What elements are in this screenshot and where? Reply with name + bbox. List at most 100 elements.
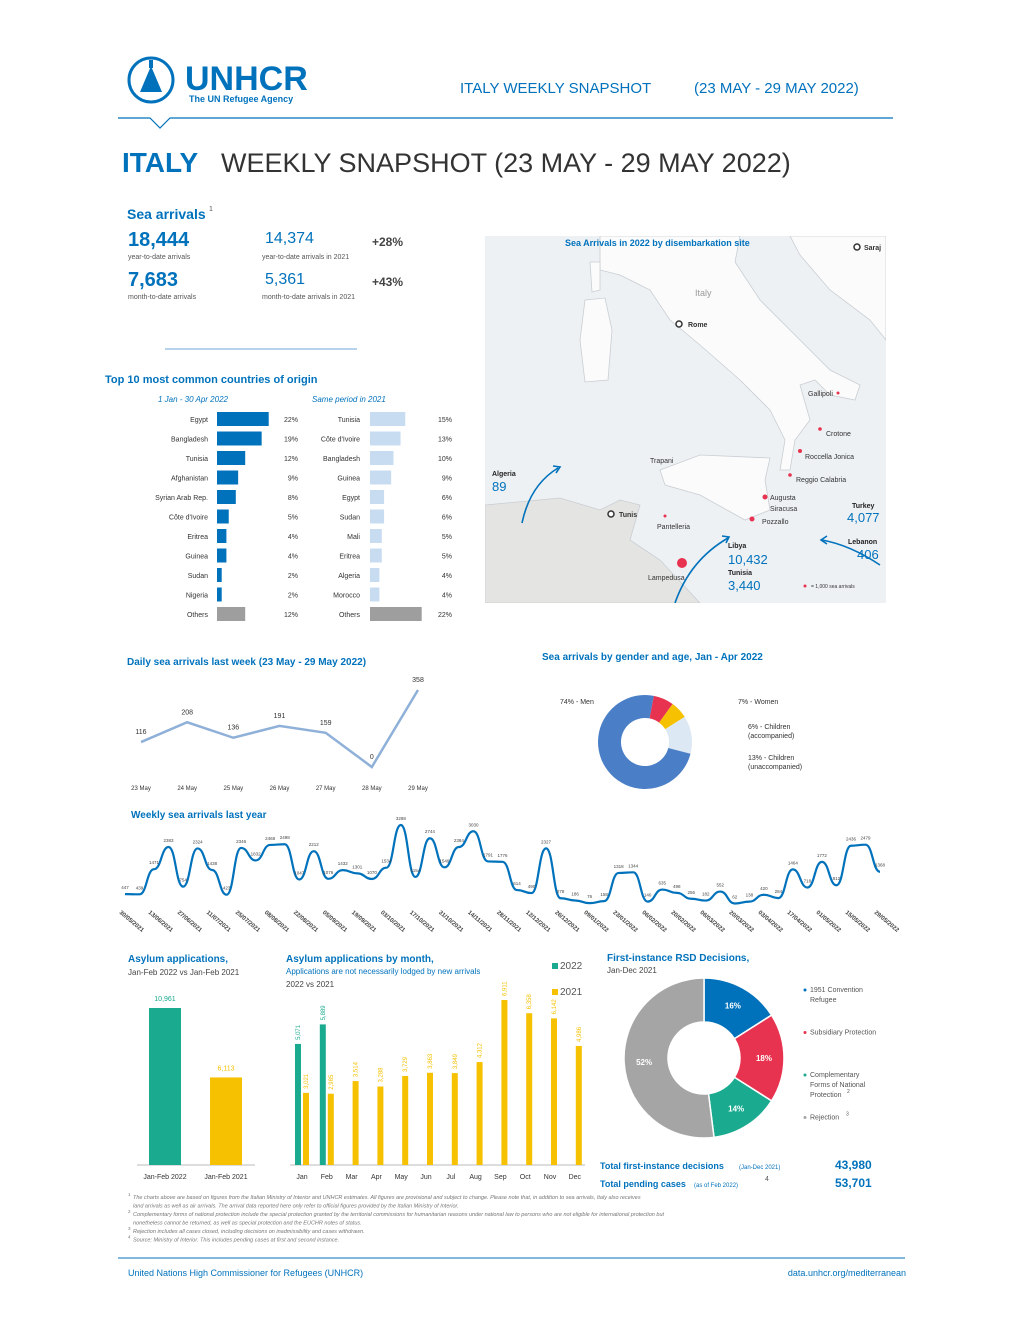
- x-tick-label: 27/06/2021: [176, 910, 203, 934]
- x-tick-label: 20/03/2022: [728, 910, 755, 934]
- value-label: 5%: [442, 534, 452, 541]
- footnote-text: nonetheless cannot be returned, as well …: [133, 1221, 362, 1227]
- category-label: Egypt: [190, 417, 208, 424]
- bar: [370, 412, 406, 426]
- category-label: Côte d'Ivoire: [169, 515, 208, 522]
- x-tick-label: 09/01/2022: [582, 910, 609, 934]
- data-label: 1301: [352, 864, 363, 869]
- value-label: 3,849: [453, 1053, 459, 1069]
- place-label: Crotone: [826, 431, 851, 438]
- bar: [303, 1092, 309, 1165]
- value-label: 6,142: [552, 999, 558, 1015]
- x-tick-label: 23 May: [131, 786, 151, 792]
- data-label: 552: [717, 883, 725, 888]
- x-tick-label: 06/03/2022: [698, 910, 725, 934]
- category-label: Guinea: [185, 554, 208, 561]
- total-value: 43,980: [835, 1158, 872, 1172]
- chart-title: Daily sea arrivals last week (23 May - 2…: [127, 657, 366, 668]
- footnote-mark: 2: [847, 1089, 850, 1095]
- category-label: Others: [187, 612, 209, 619]
- bar: [327, 1093, 334, 1165]
- data-label: 2212: [309, 842, 320, 847]
- origin-value: 406: [857, 547, 879, 562]
- stat-value: 18,444: [128, 229, 190, 251]
- value-label: 4%: [288, 554, 298, 561]
- stat-value: 14,374: [265, 230, 314, 247]
- x-tick-label: 29/05/2022: [873, 910, 900, 934]
- data-label: 2327: [541, 839, 552, 844]
- value-label: 6%: [442, 495, 452, 502]
- origin-value: 3,440: [728, 578, 761, 593]
- slice-label: 74% - Men: [560, 699, 594, 706]
- header-snapshot: ITALY WEEKLY SNAPSHOT: [460, 80, 651, 97]
- data-label: 116: [135, 729, 146, 736]
- category-label: Guinea: [337, 476, 360, 483]
- place-label: Pantelleria: [657, 524, 690, 531]
- tagline: The UN Refugee Agency: [189, 94, 293, 104]
- legend-label: Subsidiary Protection: [810, 1030, 876, 1037]
- x-tick-label: 13/06/2021: [147, 910, 174, 934]
- chart-title: Sea arrivals by gender and age, Jan - Ap…: [542, 652, 763, 663]
- bar: [217, 509, 229, 524]
- x-tick-label: 26/12/2021: [553, 910, 580, 934]
- x-tick-label: May: [395, 1174, 409, 1181]
- data-label: 3288: [396, 816, 407, 821]
- stat-label: month-to-date arrivals: [128, 294, 197, 301]
- x-tick-label: Apr: [371, 1174, 383, 1181]
- x-tick-label: Aug: [469, 1174, 482, 1181]
- place-label: Pozzallo: [762, 519, 789, 526]
- total-label: Total pending cases: [600, 1179, 686, 1189]
- bar: [370, 451, 394, 465]
- data-label: 754: [179, 878, 187, 883]
- value-label: 2%: [288, 573, 298, 580]
- bar: [217, 607, 246, 621]
- slice-label: 16%: [725, 1001, 741, 1010]
- bar: [217, 412, 269, 426]
- data-label: 358: [412, 677, 424, 684]
- legend-swatch: [552, 989, 558, 995]
- data-label: 159: [320, 720, 332, 727]
- data-label: 62: [732, 894, 738, 899]
- footnote-text: The charts above are based on figures fr…: [133, 1195, 641, 1201]
- data-label: 423: [223, 886, 231, 891]
- chart-subtitle: 1 Jan - 30 Apr 2022: [158, 395, 229, 404]
- legend-dot: [803, 1073, 807, 1077]
- x-tick-label: Jun: [420, 1174, 431, 1181]
- x-tick-label: 06/02/2022: [640, 910, 667, 934]
- value-label: 4%: [442, 573, 452, 580]
- footnote-mark: 1: [209, 206, 213, 213]
- value-label: 13%: [438, 437, 452, 444]
- bar: [217, 587, 222, 602]
- value-label: 15%: [438, 417, 452, 424]
- bar: [370, 431, 401, 446]
- data-label: 1432: [338, 861, 349, 866]
- chart-subtitle: 2022 vs 2021: [286, 980, 335, 989]
- category-label: Others: [339, 612, 361, 619]
- legend-dot: [803, 988, 807, 992]
- legend-label: Complementary: [810, 1072, 860, 1079]
- category-label: Afghanistan: [171, 476, 208, 483]
- footnote-mark: 4: [128, 1235, 131, 1240]
- value-label: 12%: [284, 456, 298, 463]
- legend-label: Protection: [810, 1092, 842, 1099]
- x-tick-label: Sep: [494, 1174, 507, 1181]
- bar: [370, 548, 382, 563]
- place-label: Saraj: [864, 245, 881, 252]
- place-label: Trapani: [650, 458, 674, 465]
- origin-name: Lebanon: [848, 539, 877, 546]
- legend-label: Rejection: [810, 1115, 839, 1122]
- data-label: 490: [528, 884, 536, 889]
- bar: [370, 587, 380, 602]
- total-period: (as of Feb 2022): [694, 1183, 738, 1189]
- place-label: Augusta: [770, 495, 796, 502]
- data-label: 812: [833, 876, 841, 881]
- total-value: 53,701: [835, 1176, 872, 1190]
- logo: [127, 56, 175, 104]
- x-tick-label: 01/05/2022: [815, 910, 842, 934]
- data-label: 420: [760, 886, 768, 891]
- x-tick-label: 17/10/2021: [408, 910, 435, 934]
- bar: [319, 1024, 326, 1165]
- data-label: 1344: [628, 863, 639, 868]
- data-label: 614: [513, 881, 521, 886]
